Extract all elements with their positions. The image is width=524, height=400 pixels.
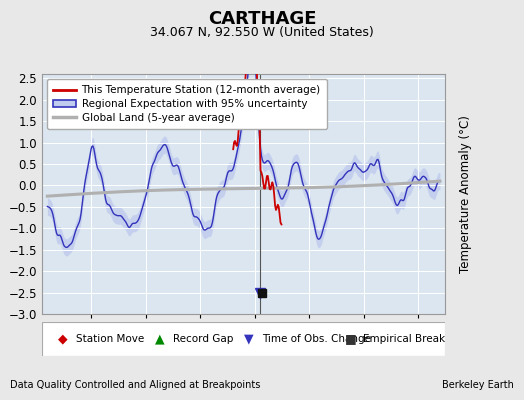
Text: ■: ■ <box>345 332 356 346</box>
Text: Berkeley Earth: Berkeley Earth <box>442 380 514 390</box>
Text: Empirical Break: Empirical Break <box>363 334 445 344</box>
Text: Data Quality Controlled and Aligned at Breakpoints: Data Quality Controlled and Aligned at B… <box>10 380 261 390</box>
Text: ▼: ▼ <box>244 332 253 346</box>
Text: Record Gap: Record Gap <box>173 334 233 344</box>
Y-axis label: Temperature Anomaly (°C): Temperature Anomaly (°C) <box>458 115 472 273</box>
Text: Station Move: Station Move <box>76 334 145 344</box>
Text: CARTHAGE: CARTHAGE <box>208 10 316 28</box>
Text: ◆: ◆ <box>58 332 68 346</box>
FancyBboxPatch shape <box>42 322 445 356</box>
Legend: This Temperature Station (12-month average), Regional Expectation with 95% uncer: This Temperature Station (12-month avera… <box>47 79 327 129</box>
Text: 34.067 N, 92.550 W (United States): 34.067 N, 92.550 W (United States) <box>150 26 374 39</box>
Text: ▲: ▲ <box>155 332 165 346</box>
Text: Time of Obs. Change: Time of Obs. Change <box>262 334 371 344</box>
